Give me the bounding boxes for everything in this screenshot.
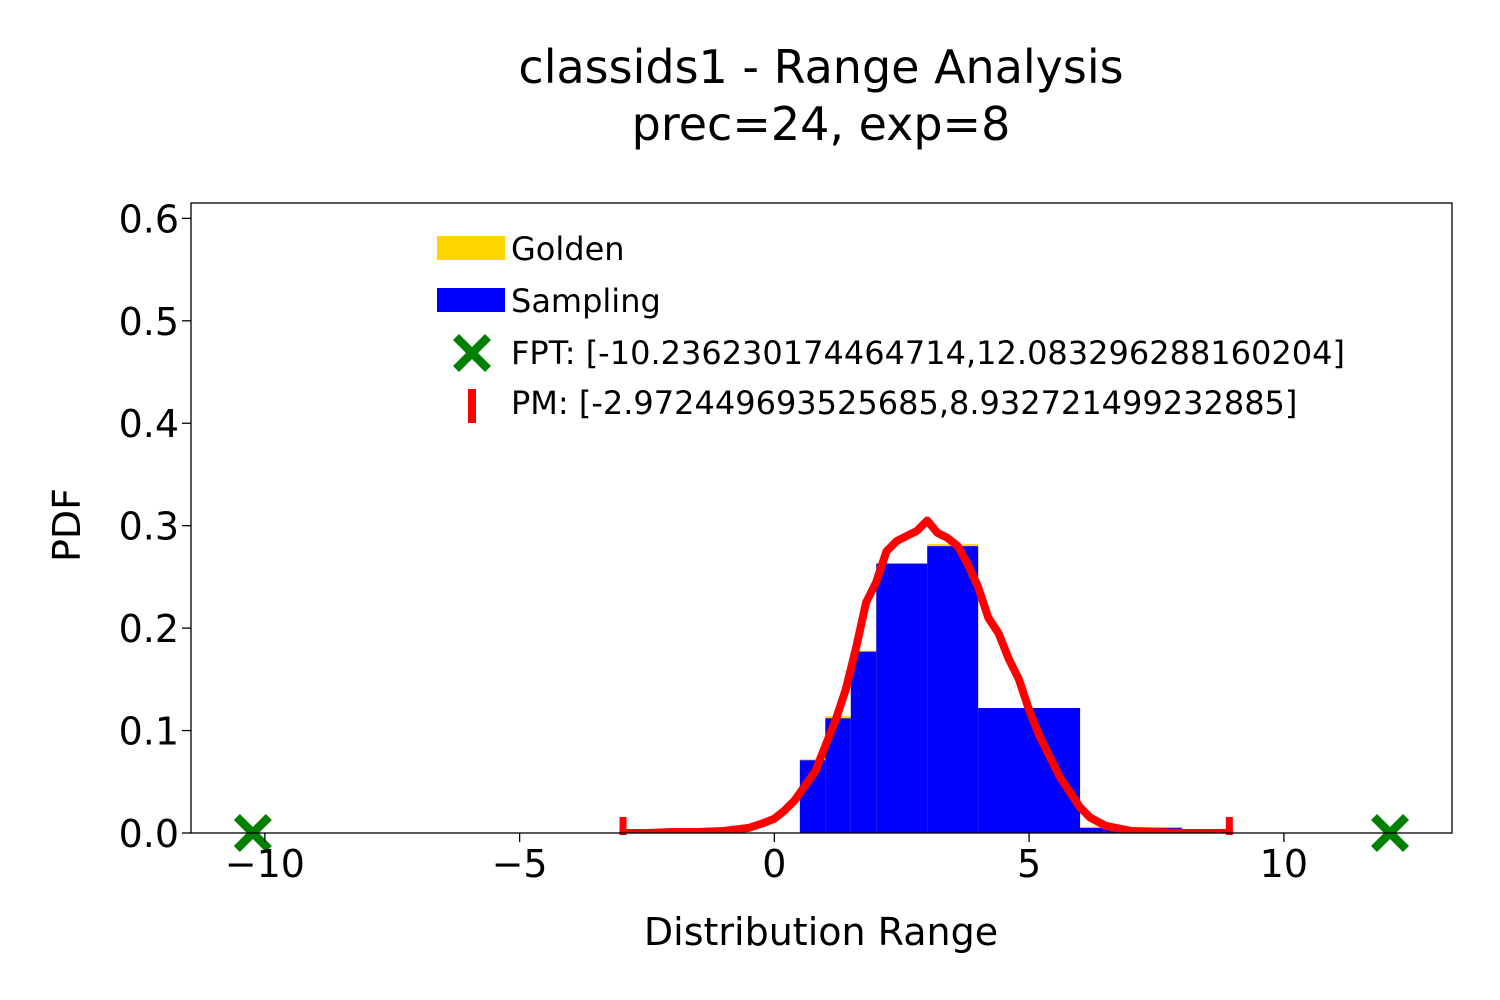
plot-frame [190,202,1453,834]
pm-density-line [619,516,1234,833]
bar-sampling-3 [876,563,928,833]
y-tick-label-3: 0.3 [119,505,179,549]
legend-label-fpt: FPT: [-10.236230174464714,12.08329628816… [511,334,1345,372]
y-tick-label-6: 0.6 [119,197,179,241]
sampling-histogram [799,546,1182,833]
x-tick-label-4: 10 [1260,842,1308,886]
plot-area [233,516,1410,852]
legend-marker-pm-icon [468,389,476,423]
axes: −10 −5 0 5 10 0.0 0.1 0.2 0.3 0.4 0.5 0.6 [119,197,1453,886]
y-tick-label-4: 0.4 [119,402,179,446]
y-tick-label-0: 0.0 [119,812,179,856]
legend-swatch-golden [437,236,505,260]
legend: Golden Sampling FPT: [-10.23623017446471… [437,230,1345,423]
plot-content [619,516,1234,833]
bar-sampling-2 [850,651,877,833]
x-axis-label: Distribution Range [644,910,998,954]
legend-marker-fpt-icon [453,334,491,372]
bar-sampling-5 [978,708,1081,833]
legend-label-pm: PM: [-2.972449693525685,8.93272149923288… [511,384,1297,422]
y-tick-label-1: 0.1 [119,710,179,754]
legend-label-sampling: Sampling [511,282,661,320]
y-tick-label-5: 0.5 [119,300,179,344]
legend-swatch-sampling [437,288,505,312]
x-tick-label-2: 0 [762,842,786,886]
y-axis-label: PDF [45,488,89,562]
x-tick-label-1: −5 [492,842,548,886]
x-tick-label-3: 5 [1017,842,1041,886]
x-tick-label-0: −10 [225,842,305,886]
legend-label-golden: Golden [511,230,625,268]
chart-title: classids1 - Range Analysis [518,40,1123,94]
bar-sampling-4 [927,546,979,833]
chart-subtitle: prec=24, exp=8 [632,97,1011,151]
y-tick-label-2: 0.2 [119,607,179,651]
